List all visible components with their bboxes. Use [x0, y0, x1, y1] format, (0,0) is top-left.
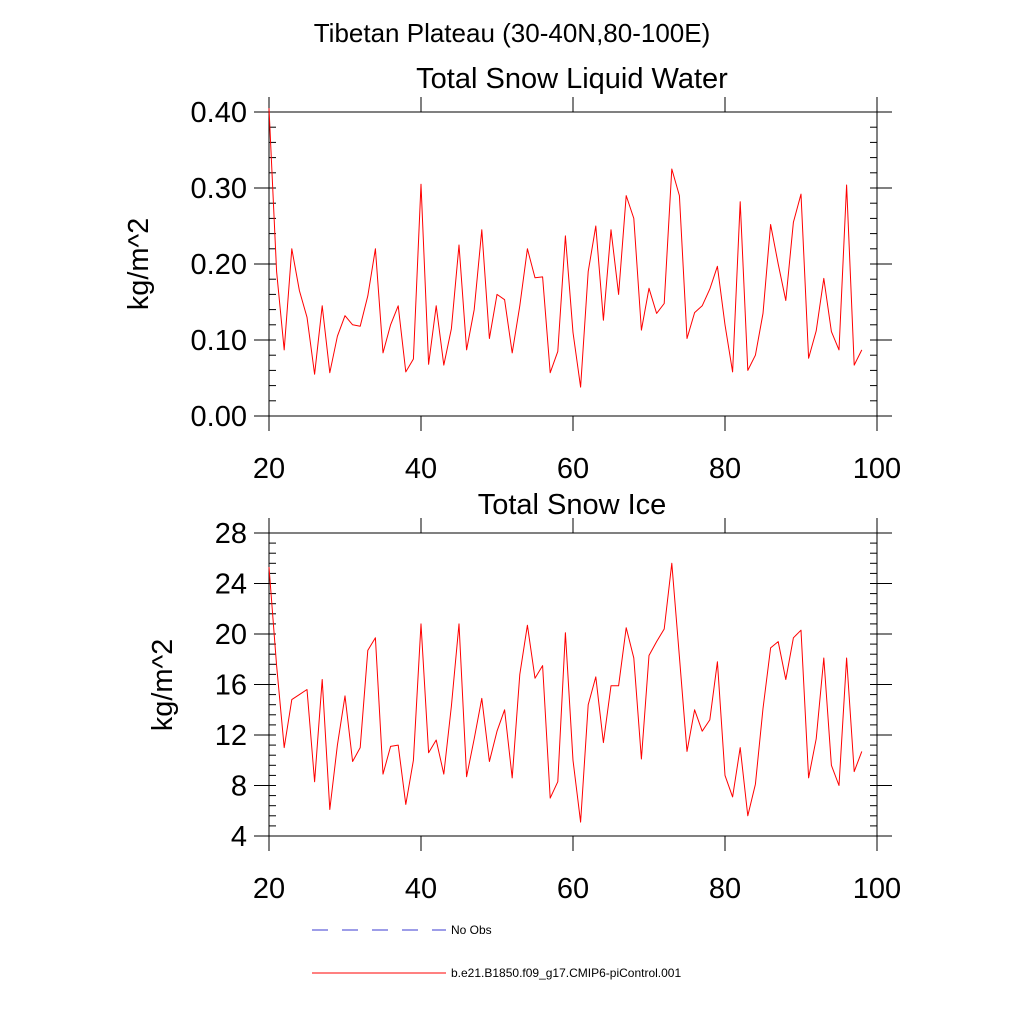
- y-axis-label: kg/m^2: [123, 218, 155, 311]
- x-tick-label: 100: [853, 453, 901, 485]
- y-tick-label: 4: [231, 821, 247, 853]
- legend: No Obs b.e21.B1850.f09_g17.CMIP6-piContr…: [312, 923, 681, 980]
- series-line: [268, 108, 863, 388]
- series-line: [268, 562, 863, 823]
- figure-title: Tibetan Plateau (30-40N,80-100E): [314, 18, 711, 48]
- plot-frame: [268, 111, 878, 417]
- legend-label-model: b.e21.B1850.f09_g17.CMIP6-piControl.001: [451, 966, 681, 980]
- x-tick-label: 60: [557, 873, 589, 905]
- y-axis-label: kg/m^2: [147, 639, 179, 732]
- y-tick-label: 24: [215, 569, 247, 601]
- x-tick-label: 80: [709, 873, 741, 905]
- panel-snow-ice: Total Snow Ice kg/m^2 4 8 12 16 20 24 28 20 40 60…: [147, 489, 901, 905]
- y-tick-label: 0.10: [191, 325, 247, 357]
- panel-title: Total Snow Liquid Water: [416, 63, 728, 95]
- x-tick-label: 20: [253, 453, 285, 485]
- y-tick-label: 20: [215, 619, 247, 651]
- y-tick-label: 12: [215, 720, 247, 752]
- y-tick-label: 16: [215, 670, 247, 702]
- y-tick-label: 0.40: [191, 97, 247, 129]
- y-tick-label: 8: [231, 771, 247, 803]
- panel-title: Total Snow Ice: [478, 489, 667, 521]
- x-tick-label: 60: [557, 453, 589, 485]
- y-tick-label: 28: [215, 518, 247, 550]
- y-tick-label: 0.00: [191, 401, 247, 433]
- panel-snow-liquid-water: Total Snow Liquid Water kg/m^2 0.00 0.10 0…: [123, 63, 901, 485]
- legend-label-obs: No Obs: [451, 923, 492, 937]
- x-tick-label: 40: [405, 873, 437, 905]
- x-tick-label: 80: [709, 453, 741, 485]
- y-tick-label: 0.30: [191, 173, 247, 205]
- x-tick-label: 100: [853, 873, 901, 905]
- x-tick-label: 40: [405, 453, 437, 485]
- plot-frame: [268, 532, 878, 837]
- y-tick-label: 0.20: [191, 249, 247, 281]
- x-tick-label: 20: [253, 873, 285, 905]
